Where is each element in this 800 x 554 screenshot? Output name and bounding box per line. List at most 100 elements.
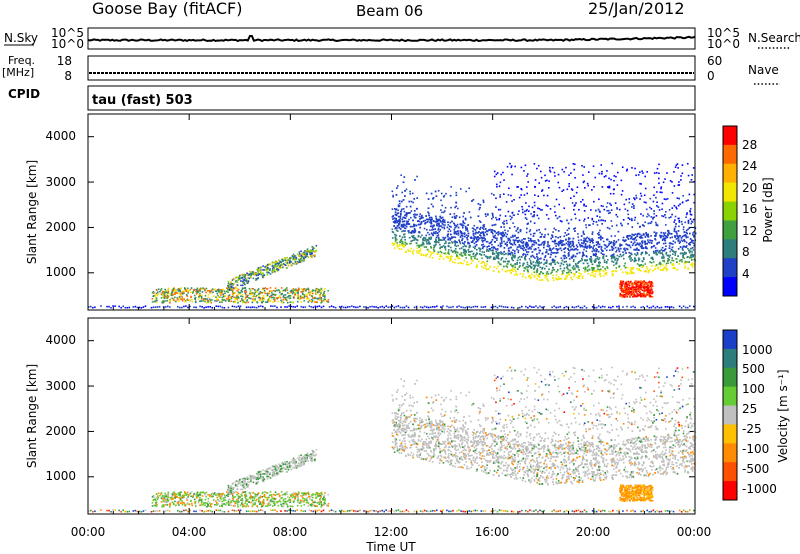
power-echo bbox=[157, 288, 160, 291]
power-echo bbox=[533, 248, 536, 251]
power-echo bbox=[255, 274, 258, 277]
power-echo bbox=[513, 241, 516, 243]
power-echo bbox=[257, 267, 260, 269]
power-echo bbox=[243, 301, 246, 303]
power-echo bbox=[659, 261, 661, 264]
power-echo bbox=[560, 257, 563, 260]
power-echo bbox=[639, 235, 642, 238]
power-echo bbox=[247, 280, 250, 283]
power-echo bbox=[480, 253, 483, 256]
power-echo bbox=[617, 239, 620, 241]
power-echo bbox=[563, 251, 566, 254]
power-echo bbox=[400, 212, 402, 215]
power-echo bbox=[227, 280, 230, 283]
power-echo bbox=[682, 252, 685, 255]
power-echo bbox=[617, 230, 620, 233]
power-echo bbox=[274, 270, 276, 273]
power-echo bbox=[546, 245, 549, 247]
power-echo bbox=[195, 293, 198, 295]
power-echo bbox=[578, 272, 581, 274]
power-echo bbox=[512, 239, 515, 241]
power-echo bbox=[398, 222, 400, 225]
power-echo bbox=[252, 287, 255, 290]
power-echo bbox=[433, 220, 436, 223]
power-echo bbox=[266, 288, 269, 290]
power-echo bbox=[488, 245, 490, 247]
power-echo bbox=[205, 298, 207, 301]
power-echo bbox=[355, 306, 357, 309]
power-echo bbox=[482, 224, 485, 227]
power-echo bbox=[595, 270, 598, 273]
power-echo bbox=[489, 265, 491, 268]
power-echo bbox=[671, 257, 674, 259]
power-echo bbox=[685, 235, 688, 238]
power-echo bbox=[251, 293, 254, 296]
power-echo bbox=[192, 290, 195, 293]
power-echo bbox=[525, 244, 527, 247]
power-echo bbox=[611, 246, 614, 249]
power-echo bbox=[551, 236, 554, 238]
power-echo bbox=[397, 204, 400, 206]
power-echo bbox=[256, 301, 258, 303]
power-echo bbox=[492, 232, 494, 235]
power-echo bbox=[265, 301, 267, 303]
power-echo bbox=[539, 257, 541, 260]
power-echo bbox=[622, 239, 624, 241]
power-echo bbox=[616, 215, 619, 218]
power-echo bbox=[467, 224, 469, 226]
power-echo bbox=[296, 289, 299, 292]
power-echo bbox=[407, 212, 409, 214]
power-echo bbox=[429, 222, 432, 224]
power-echo bbox=[661, 253, 664, 256]
power-echo bbox=[684, 265, 687, 267]
power-echo bbox=[447, 230, 449, 233]
power-echo bbox=[207, 299, 209, 302]
power-echo bbox=[535, 241, 537, 244]
power-echo bbox=[655, 251, 657, 253]
cpid-label: CPID bbox=[8, 87, 40, 101]
power-echo bbox=[502, 260, 505, 263]
power-echo bbox=[499, 243, 502, 246]
power-echo bbox=[603, 253, 605, 256]
power-echo bbox=[679, 246, 682, 248]
power-echo bbox=[652, 305, 655, 308]
power-echo bbox=[550, 272, 552, 275]
power-echo bbox=[256, 301, 259, 304]
power-echo bbox=[413, 213, 415, 216]
power-echo bbox=[687, 247, 689, 250]
power-echo bbox=[124, 306, 127, 309]
power-echo bbox=[262, 265, 264, 267]
power-echo bbox=[434, 190, 437, 193]
power-echo bbox=[646, 305, 649, 308]
power-echo bbox=[435, 195, 438, 197]
power-echo bbox=[675, 223, 677, 225]
power-echo bbox=[693, 244, 695, 247]
power-echo bbox=[309, 253, 312, 256]
power-echo bbox=[672, 240, 675, 242]
power-echo bbox=[399, 235, 401, 238]
power-echo bbox=[577, 241, 580, 244]
power-echo bbox=[645, 265, 648, 268]
power-echo bbox=[298, 298, 301, 301]
power-echo bbox=[250, 291, 252, 293]
power-echo bbox=[176, 297, 179, 299]
power-echo bbox=[551, 234, 554, 237]
power-echo bbox=[634, 236, 637, 239]
power-echo bbox=[463, 253, 466, 256]
power-echo bbox=[664, 239, 666, 241]
power-echo bbox=[230, 297, 233, 300]
power-echo bbox=[466, 238, 469, 241]
power-echo bbox=[413, 225, 415, 228]
power-echo bbox=[523, 238, 525, 240]
power-echo bbox=[570, 248, 572, 251]
power-echo bbox=[612, 261, 615, 263]
power-echo bbox=[320, 292, 322, 294]
power-echo bbox=[227, 282, 230, 285]
power-echo bbox=[634, 233, 637, 236]
power-echo bbox=[516, 228, 519, 231]
power-echo bbox=[678, 305, 681, 308]
power-echo bbox=[584, 266, 587, 269]
power-echo bbox=[282, 262, 285, 265]
power-echo bbox=[506, 260, 509, 263]
power-echo bbox=[169, 299, 172, 302]
